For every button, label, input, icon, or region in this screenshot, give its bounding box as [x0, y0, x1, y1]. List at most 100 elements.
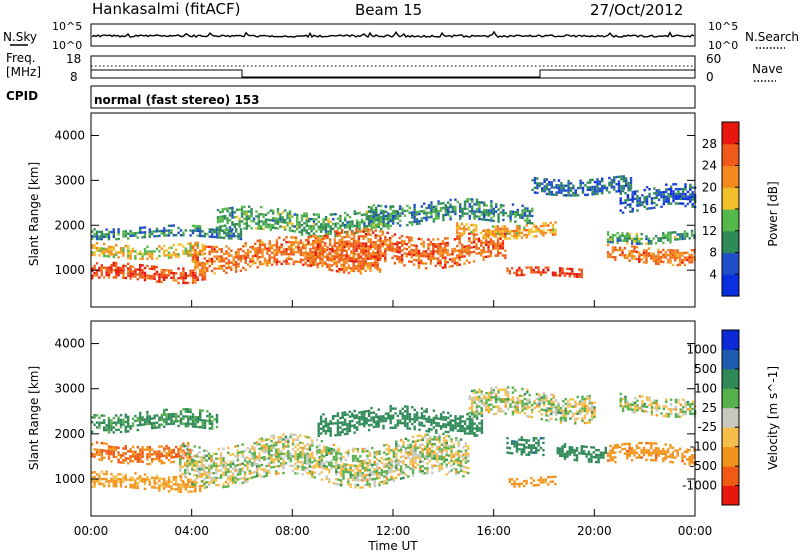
heatmap-cell — [206, 450, 208, 452]
heatmap-cell — [617, 237, 619, 239]
heatmap-cell — [263, 439, 265, 441]
heatmap-cell — [412, 455, 414, 457]
heatmap-cell — [424, 448, 426, 450]
heatmap-cell — [672, 231, 674, 233]
heatmap-cell — [369, 262, 371, 264]
heatmap-cell — [379, 235, 381, 237]
heatmap-cell — [180, 483, 182, 485]
heatmap-cell — [249, 251, 251, 253]
heatmap-cell — [415, 250, 417, 252]
heatmap-cell — [340, 482, 342, 484]
heatmap-cell — [466, 252, 468, 254]
heatmap-cell — [129, 235, 131, 237]
nsky-trace — [92, 32, 694, 37]
heatmap-cell — [334, 223, 336, 225]
heatmap-cell — [312, 257, 314, 259]
heatmap-cell — [633, 246, 635, 248]
heatmap-cell — [669, 261, 671, 263]
heatmap-cell — [402, 472, 404, 474]
heatmap-cell — [156, 271, 158, 273]
heatmap-cell — [215, 462, 217, 464]
heatmap-cell — [453, 444, 455, 446]
heatmap-cell — [105, 228, 107, 230]
heatmap-cell — [367, 252, 369, 254]
heatmap-cell — [125, 416, 127, 418]
heatmap-cell — [687, 191, 689, 193]
heatmap-cell — [266, 262, 268, 264]
heatmap-cell — [370, 217, 372, 219]
heatmap-cell — [653, 207, 655, 209]
heatmap-cell — [290, 460, 292, 462]
heatmap-cell — [163, 279, 165, 281]
heatmap-cell — [421, 217, 423, 219]
heatmap-cell — [227, 476, 229, 478]
heatmap-cell — [407, 456, 409, 458]
heatmap-cell — [390, 476, 392, 478]
heatmap-cell — [636, 233, 638, 235]
heatmap-cell — [376, 468, 378, 470]
heatmap-cell — [621, 232, 623, 234]
heatmap-cell — [629, 237, 631, 239]
heatmap-cell — [153, 278, 155, 280]
heatmap-cell — [242, 453, 244, 455]
heatmap-cell — [413, 259, 415, 261]
heatmap-cell — [93, 265, 95, 267]
heatmap-cell — [452, 206, 454, 208]
heatmap-cell — [299, 454, 301, 456]
heatmap-cell — [139, 421, 141, 423]
heatmap-cell — [413, 204, 415, 206]
heatmap-cell — [468, 237, 470, 239]
heatmap-cell — [395, 441, 397, 443]
heatmap-cell — [639, 204, 641, 206]
heatmap-cell — [197, 421, 199, 423]
heatmap-cell — [280, 450, 282, 452]
heatmap-cell — [248, 218, 250, 220]
heatmap-cell — [308, 220, 310, 222]
heatmap-cell — [98, 276, 100, 278]
heatmap-cell — [244, 457, 246, 459]
heatmap-cell — [141, 461, 143, 463]
heatmap-cell — [103, 267, 105, 269]
heatmap-cell — [161, 460, 163, 462]
heatmap-cell — [185, 483, 187, 485]
heatmap-cell — [435, 215, 437, 217]
heatmap-cell — [222, 230, 224, 232]
heatmap-cell — [476, 215, 478, 217]
heatmap-cell — [490, 217, 492, 219]
heatmap-cell — [660, 251, 662, 253]
heatmap-cell — [222, 486, 224, 488]
heatmap-cell — [374, 456, 376, 458]
heatmap-cell — [411, 223, 413, 225]
heatmap-cell — [399, 205, 401, 207]
heatmap-cell — [641, 194, 643, 196]
heatmap-cell — [337, 222, 339, 224]
heatmap-cell — [445, 214, 447, 216]
heatmap-cell — [621, 254, 623, 256]
heatmap-cell — [270, 435, 272, 437]
heatmap-cell — [96, 262, 98, 264]
heatmap-cell — [385, 211, 387, 213]
heatmap-cell — [265, 214, 267, 216]
heatmap-cell — [669, 236, 671, 238]
heatmap-cell — [458, 227, 460, 229]
heatmap-cell — [467, 472, 469, 474]
heatmap-cell — [453, 453, 455, 455]
heatmap-cell — [182, 423, 184, 425]
heatmap-cell — [292, 448, 294, 450]
heatmap-cell — [341, 266, 343, 268]
heatmap-cell — [487, 255, 489, 257]
heatmap-cell — [204, 248, 206, 250]
heatmap-cell — [454, 250, 456, 252]
heatmap-cell — [185, 411, 187, 413]
heatmap-cell — [437, 253, 439, 255]
heatmap-cell — [115, 449, 117, 451]
heatmap-cell — [249, 260, 251, 262]
heatmap-cell — [365, 255, 367, 257]
heatmap-cell — [257, 259, 259, 261]
heatmap-cell — [189, 418, 191, 420]
heatmap-cell — [618, 180, 620, 182]
heatmap-cell — [620, 197, 622, 199]
heatmap-cell — [141, 449, 143, 451]
heatmap-cell — [251, 476, 253, 478]
heatmap-cell — [144, 423, 146, 425]
